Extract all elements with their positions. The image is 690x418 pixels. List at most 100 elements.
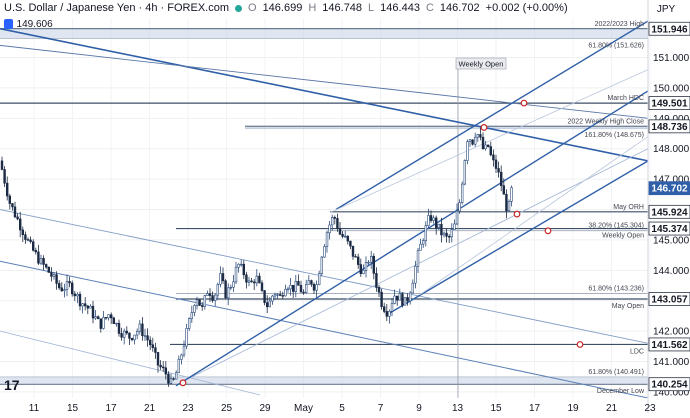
candle-body [52,274,56,277]
candle-body [63,289,66,292]
candle-body [289,285,292,290]
candle-body [65,281,69,290]
candle-body [110,314,113,319]
candle-body [198,299,201,306]
price-badge-label: 140.254 [651,380,688,391]
price-badge-label: 145.924 [651,207,688,218]
candle-body [229,286,232,289]
candle-body [346,235,349,242]
candle-body [432,217,435,221]
price-badge [648,221,690,236]
candle-body [502,185,505,195]
candle-body [24,234,27,240]
candle-body [16,216,19,220]
candle-body [34,250,38,253]
candle-body [484,144,487,150]
x-tick-label: 21 [606,403,618,413]
candle-body [424,225,427,241]
candle-body [102,317,105,329]
candle-body [76,293,79,297]
candle-body [250,280,253,283]
candle-body [323,246,326,258]
candle-body [240,263,243,266]
candle-body [120,333,123,338]
candle-body [312,283,316,291]
candle-body [258,275,261,284]
candle-body [29,239,32,243]
candle-body [172,378,175,380]
candles [0,127,513,387]
candle-body [214,294,217,301]
candle-body [107,314,110,319]
candle-body [281,295,284,297]
symbol-title[interactable]: U.S. Dollar / Japanese Yen · 4h · FOREX.… [4,2,229,14]
weekly-open-marker-label: Weekly Open [459,60,504,69]
candle-body [180,354,183,360]
price-badge-label: 148.736 [651,122,688,133]
x-tick-label: 7 [378,403,384,413]
candle-body [86,305,90,309]
channel-inner [329,69,648,213]
candle-body [434,217,438,228]
candle-body [450,229,453,238]
candle-body [286,288,290,290]
candle-body [481,136,485,150]
candle-body [354,256,357,258]
trendline-upper [0,44,648,119]
candle-body [336,218,339,229]
y-tick-label: 151.000 [653,53,690,64]
candle-body [71,282,74,295]
low-value: 146.443 [380,2,420,14]
candle-body [26,239,30,241]
candle-body [115,322,118,325]
price-badge-label: 149.501 [651,99,688,110]
low-label: L [368,2,375,14]
candle-body [211,295,214,301]
candle-body [458,202,461,212]
candle-body [203,295,206,307]
time-axis[interactable]: 11 15 17 21 23 25 29 May 5 7 9 13 15 17 19 21 23 [29,403,656,414]
candle-body [242,263,245,276]
candle-body [317,273,321,285]
candle-body [364,262,368,271]
x-tick-label: 25 [221,403,233,413]
price-badge [648,337,690,352]
candle-body [393,295,396,304]
candle-body [476,134,479,138]
candle-body [117,322,121,334]
candle-body [138,323,141,332]
y-tick-label: 148.000 [653,144,690,155]
channel-mid [175,90,648,387]
candle-body [375,273,378,288]
candle-body [5,182,9,197]
x-tick-label: 29 [259,403,271,413]
pivot-marker [544,227,552,235]
level-label: 2022 Weekly High Close [567,118,644,125]
candle-body [219,273,222,285]
candle-body [486,144,490,147]
candle-body [419,243,422,251]
candle-body [8,195,11,204]
candle-body [349,240,352,247]
candle-body [265,302,269,308]
indicator-value: 149.606 [16,18,53,30]
candle-body [273,294,277,297]
candle-body [320,256,323,274]
zone-weekly-close [245,126,648,130]
price-axis[interactable]: 140.000141.000142.000143.000144.000145.0… [647,0,690,413]
level-label: 61.80% (143.236) [588,286,644,293]
horizontal-levels [0,28,648,398]
level-label: LDC [630,348,644,355]
price-badge-label: 141.562 [651,340,688,351]
close-label: C [425,2,434,14]
candle-body [263,290,266,303]
price-badge [648,21,690,36]
grid [0,18,651,398]
candle-body [276,294,279,296]
candle-body [492,154,495,161]
x-tick-label: 15 [67,403,79,413]
indicator-badge[interactable] [4,19,13,29]
candle-body [81,303,84,307]
candle-body [494,159,498,169]
